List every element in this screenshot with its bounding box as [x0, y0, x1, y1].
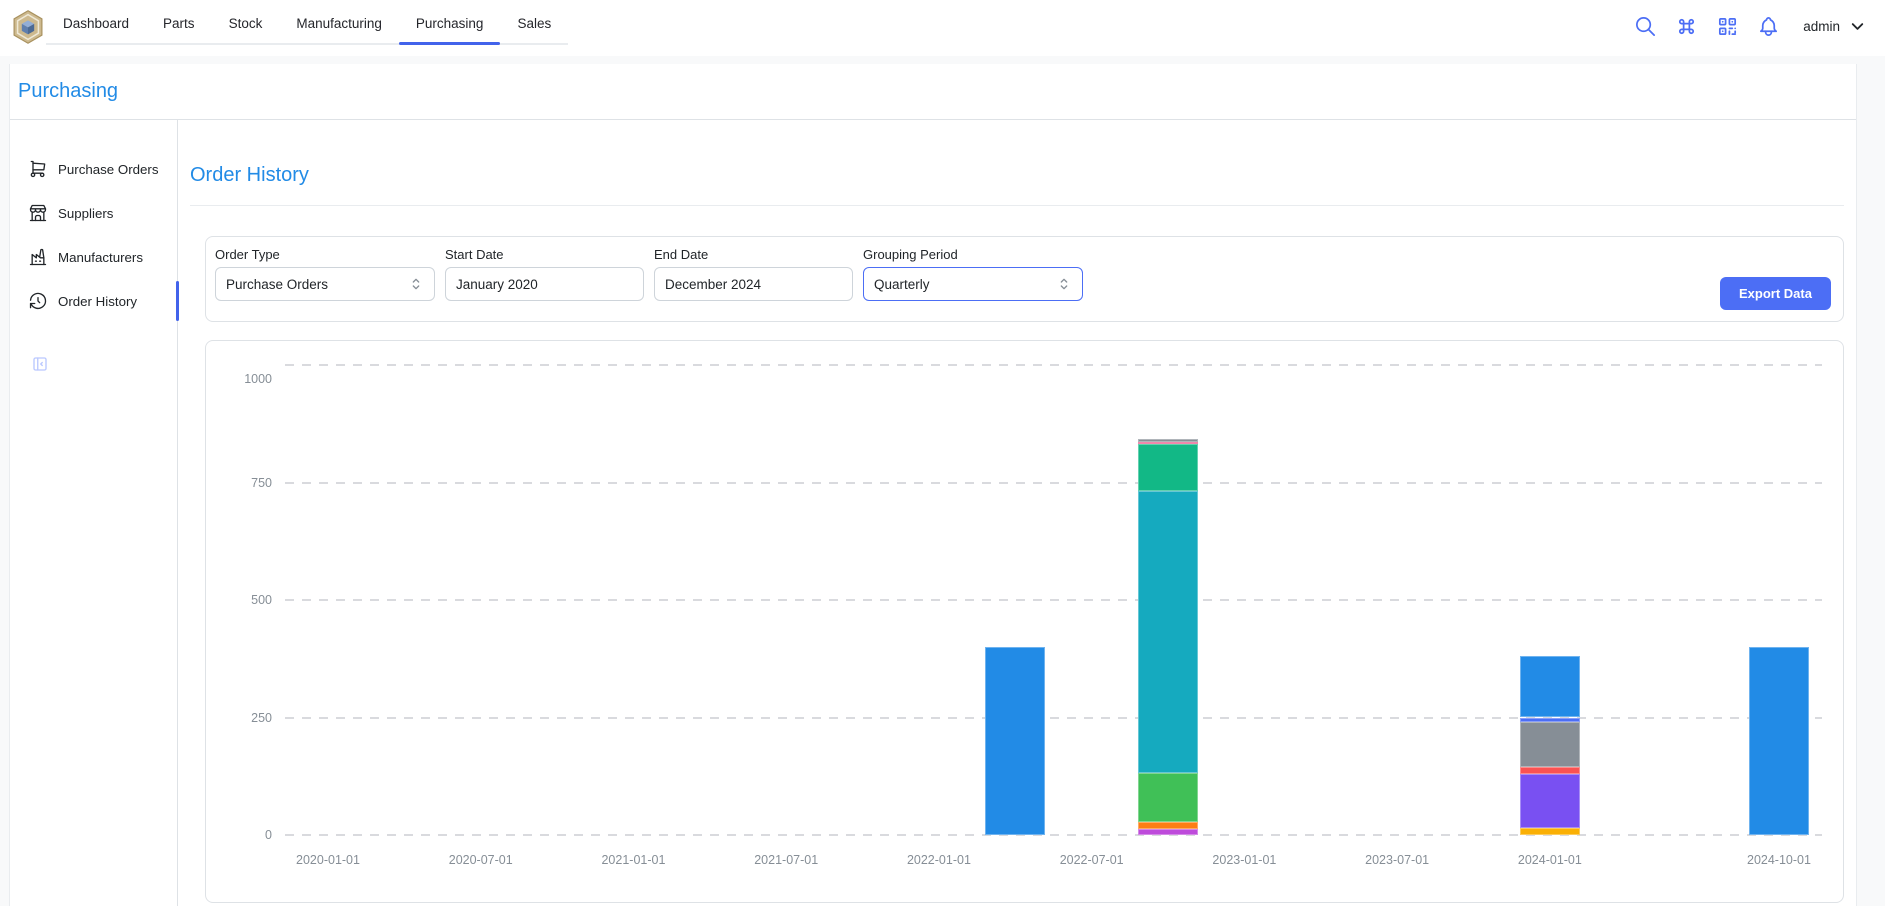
sidebar-item-label: Purchase Orders: [58, 161, 159, 177]
sidebar-item-purchase-orders[interactable]: Purchase Orders: [10, 147, 177, 191]
bar-segment-2024-01-01[interactable]: [1519, 722, 1580, 767]
main-nav-tabs: Dashboard Parts Stock Manufacturing Purchasi…: [46, 4, 569, 45]
grouping-period-label: Grouping Period: [863, 247, 958, 262]
shopping-cart-icon: [30, 160, 46, 178]
sidebar-item-order-history[interactable]: Order History: [10, 279, 179, 323]
order-type-label: Order Type: [215, 247, 280, 262]
x-tick-label: 2022-01-01: [906, 853, 971, 867]
section-divider: [190, 205, 1844, 206]
x-tick-label: 2021-07-01: [754, 853, 819, 867]
selector-icon: [412, 278, 420, 290]
history-icon: [29, 292, 47, 310]
order-type-value: Purchase Orders: [226, 276, 329, 292]
start-date-input[interactable]: [445, 267, 644, 301]
sidebar-collapse-icon[interactable]: [31, 355, 49, 373]
y-tick-label: 250: [251, 710, 272, 725]
x-tick-label: 2024-10-01: [1747, 853, 1811, 867]
user-name: admin: [1803, 18, 1840, 34]
bar-segment-2022-10-01[interactable]: [1138, 441, 1199, 444]
tab-stock[interactable]: Stock: [228, 16, 263, 31]
bar-segment-2024-01-01[interactable]: [1519, 766, 1580, 774]
start-date-label: Start Date: [445, 247, 504, 262]
bar-segment-2024-01-01[interactable]: [1519, 827, 1580, 835]
export-data-button[interactable]: Export Data: [1720, 277, 1831, 310]
body-row: Purchase Orders Suppliers Manufacturers Ord…: [10, 120, 1856, 906]
bar-segment-2022-10-01[interactable]: [1138, 490, 1199, 773]
order-history-chart: 0 250 500 750 1000 2020-01-01 2020-07-01 2021-0…: [205, 340, 1844, 903]
y-tick-label: 0: [265, 828, 272, 842]
tab-dashboard[interactable]: Dashboard: [63, 16, 130, 31]
start-date-field: Start Date: [445, 247, 644, 301]
bar-segment-2024-01-01[interactable]: [1519, 656, 1580, 718]
sidebar: Purchase Orders Suppliers Manufacturers Ord…: [10, 120, 179, 906]
user-menu[interactable]: admin: [1803, 17, 1867, 36]
gridline-y-750: [285, 481, 1822, 484]
selector-icon: [1060, 278, 1068, 290]
grouping-period-select[interactable]: Quarterly: [863, 267, 1083, 301]
bar-segment-2022-10-01[interactable]: [1138, 443, 1199, 491]
bell-icon[interactable]: [1756, 14, 1780, 38]
x-tick-label: 2022-07-01: [1059, 853, 1124, 867]
grouping-period-field: Grouping Period Quarterly: [863, 247, 1083, 301]
gridline-y-0: [285, 834, 1822, 836]
main-panel: Order History Order Type Purchase Orders…: [178, 120, 1856, 906]
sidebar-item-manufacturers[interactable]: Manufacturers: [10, 235, 177, 279]
order-type-select[interactable]: Purchase Orders: [215, 267, 435, 301]
end-date-label: End Date: [654, 247, 709, 262]
top-navigation-bar: Dashboard Parts Stock Manufacturing Purchasi…: [0, 0, 1885, 56]
order-type-field: Order Type Purchase Orders: [215, 247, 435, 301]
building-store-icon: [29, 204, 47, 222]
gridline-y-250: [285, 716, 1822, 719]
bar-segment-2024-01-01[interactable]: [1519, 773, 1580, 828]
bar-segment-2024-10-01[interactable]: [1748, 647, 1809, 835]
end-date-input[interactable]: [654, 267, 853, 301]
end-date-field: End Date: [654, 247, 853, 301]
sidebar-item-suppliers[interactable]: Suppliers: [10, 191, 177, 235]
grouping-period-value: Quarterly: [874, 276, 930, 292]
x-tick-label: 2020-07-01: [448, 853, 513, 867]
x-tick-label: 2020-01-01: [296, 853, 360, 867]
tab-manufacturing[interactable]: Manufacturing: [296, 16, 382, 31]
tab-sales[interactable]: Sales: [517, 16, 552, 31]
sidebar-item-label: Order History: [58, 293, 138, 309]
bar-segment-2024-01-01[interactable]: [1519, 717, 1580, 723]
bar-segment-2022-10-01[interactable]: [1138, 822, 1199, 830]
nav-actions: admin: [1633, 0, 1867, 52]
gridline-y-500: [285, 599, 1822, 601]
y-tick-label: 500: [251, 593, 272, 607]
sidebar-item-label: Suppliers: [58, 205, 114, 221]
section-title: Order History: [190, 164, 309, 186]
x-tick-label: 2024-01-01: [1517, 853, 1582, 867]
y-tick-label: 750: [251, 475, 272, 490]
search-icon[interactable]: [1633, 14, 1657, 38]
command-icon[interactable]: [1674, 14, 1698, 38]
inventree-logo-icon[interactable]: [12, 10, 44, 44]
sidebar-item-label: Manufacturers: [58, 249, 143, 265]
factory-icon: [29, 248, 47, 266]
bar-segment-2022-10-01[interactable]: [1138, 772, 1199, 823]
tab-purchasing[interactable]: Purchasing: [398, 4, 501, 45]
content-container: Purchasing Purchase Orders Suppliers Manuf…: [9, 64, 1857, 906]
qrcode-icon[interactable]: [1715, 14, 1739, 38]
bar-segment-2022-10-01[interactable]: [1138, 829, 1199, 835]
filter-card: Order Type Purchase Orders Start Date En…: [205, 236, 1844, 322]
tab-parts[interactable]: Parts: [163, 16, 195, 31]
page-title: Purchasing: [18, 80, 119, 102]
gridline-y-1000: [285, 364, 1822, 366]
page-header: Purchasing: [10, 64, 1856, 120]
bar-segment-2022-10-01[interactable]: [1138, 439, 1199, 442]
x-tick-label: 2021-01-01: [601, 853, 666, 867]
x-tick-label: 2023-07-01: [1365, 853, 1430, 867]
y-tick-label: 1000: [244, 372, 272, 386]
x-tick-label: 2023-01-01: [1212, 853, 1277, 867]
chevron-down-icon: [1851, 22, 1864, 30]
bar-segment-2022-04-01[interactable]: [985, 647, 1046, 835]
